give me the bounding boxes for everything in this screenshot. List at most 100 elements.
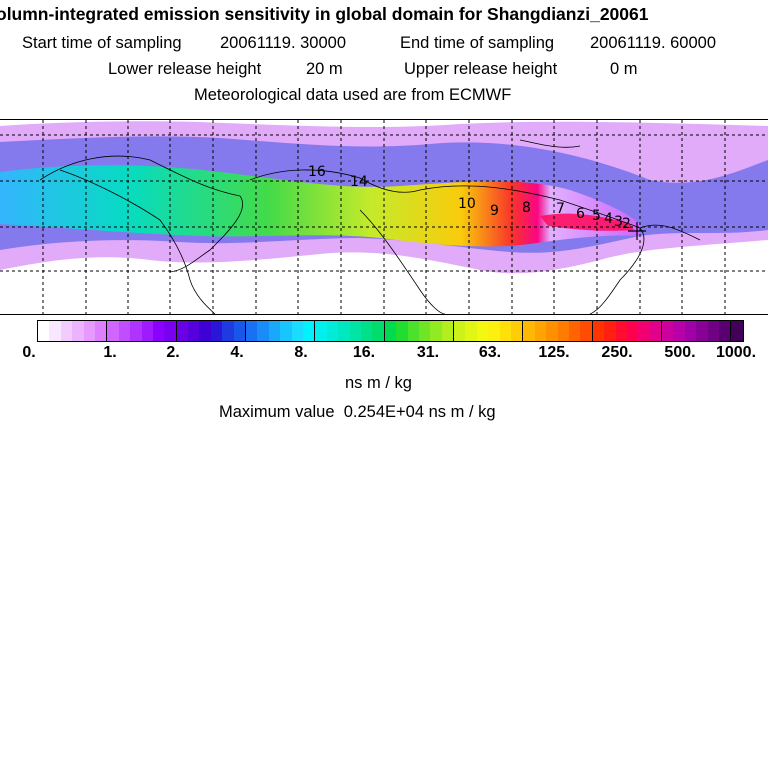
colorbar-segment [233,321,247,341]
colorbar-segment [441,321,455,341]
lower-height-label: Lower release height [108,60,262,78]
colorbar-segment [626,321,639,341]
colorbar-segment [176,321,189,341]
colorbar-segment [246,321,258,341]
colorbar-segment [523,321,535,341]
colorbar-segment [280,321,292,341]
emission-sensitivity-map: 16 14 10 9 8 7 6 5 4 3 2 [0,119,768,315]
start-time-value: 20061119. 30000 [220,34,347,52]
contour-label: 10 [458,196,476,212]
contour-label: 4 [604,211,613,227]
colorbar-segment [499,321,512,341]
sensitivity-hotspot [540,213,634,231]
max-value-label: Maximum value [219,403,335,421]
end-time-label: End time of sampling [400,34,555,52]
colorbar-segment [707,321,720,341]
colorbar-segment [49,321,61,341]
colorbar-segment [568,321,581,341]
colorbar-segment [268,321,281,341]
colorbar-segment [199,321,211,341]
colorbar-segment [476,321,489,341]
colorbar-tick-label: 63. [478,344,502,361]
colorbar-segment [488,321,500,341]
colorbar-segment [511,321,524,341]
colorbar-segment [662,321,674,341]
colorbar-segment [372,321,385,341]
sensitivity-core-band [0,165,640,247]
colorbar-segment [418,321,431,341]
colorbar-tick-label: 250. [601,344,633,361]
colorbar-segment [72,321,84,341]
colorbar-segment [60,321,73,341]
colorbar-segment [454,321,466,341]
colorbar-unit: ns m / kg [345,374,412,392]
colorbar-segment [592,321,605,341]
colorbar-tick-label: 125. [538,344,570,361]
colorbar-tick-label: 31. [416,344,440,361]
colorbar-tick-label: 1000. [715,344,757,361]
contour-label: 2 [622,216,631,232]
colorbar-segment [546,321,558,341]
colorbar-tick-label: 8. [294,344,308,361]
colorbar-tick-label: 4. [230,344,244,361]
colorbar-segment [731,321,743,341]
colorbar-segment [302,321,316,341]
colorbar-segment [465,321,477,341]
colorbar-tick-label: 1. [103,344,117,361]
colorbar-segment [638,321,650,341]
colorbar-segment [38,321,50,341]
colorbar-segment [164,321,177,341]
colorbar-tick-label: 2. [166,344,180,361]
colorbar-segment [719,321,732,341]
contour-label: 7 [556,201,565,217]
colorbar-segment [291,321,303,341]
colorbar-segment [684,321,697,341]
max-value-unit: ns m / kg [428,403,496,421]
colorbar-segment [107,321,119,341]
colorbar-segment [257,321,269,341]
upper-height-label: Upper release height [404,60,558,78]
colorbar-segment [349,321,361,341]
colorbar-segment [326,321,339,341]
colorbar-segment [430,321,442,341]
plot-title: olumn-integrated emission sensitivity in… [0,4,649,24]
colorbar-segment [615,321,627,341]
colorbar-tick-label: 500. [664,344,696,361]
contour-label: 14 [350,174,368,190]
contour-label: 5 [592,208,601,224]
colorbar-segment [407,321,419,341]
colorbar-segment [580,321,593,341]
receptor-marker [628,222,646,240]
met-data-note: Meteorological data used are from ECMWF [194,86,512,104]
colorbar-tick-label: 0. [22,344,36,361]
colorbar-segment [94,321,108,341]
colorbar-segment [315,321,327,341]
coastlines [39,139,701,314]
end-time-value: 20061119. 60000 [590,34,717,52]
colorbar-segment [141,321,153,341]
colorbar-segment [604,321,616,341]
colorbar [37,320,744,342]
colorbar-segment [534,321,547,341]
colorbar-segment [673,321,685,341]
colorbar-tick-label: 16. [352,344,376,361]
start-time-label: Start time of sampling [22,34,182,52]
colorbar-segment [360,321,373,341]
colorbar-segment [83,321,95,341]
contour-label: 3 [614,214,623,230]
colorbar-segment [188,321,200,341]
colorbar-segment [222,321,234,341]
colorbar-segment [338,321,350,341]
colorbar-segment [130,321,142,341]
colorbar-segment [152,321,165,341]
colorbar-segment [696,321,708,341]
colorbar-segment [649,321,663,341]
upper-height-value: 0 m [610,60,638,78]
lower-height-value: 20 m [306,60,343,78]
contour-label: 16 [308,164,326,180]
max-value: 0.254E+04 [343,403,425,421]
colorbar-segment [210,321,223,341]
maximum-value-line: Maximum value 0.254E+04 ns m / kg [219,403,496,422]
contour-label: 6 [576,206,585,222]
colorbar-segment [396,321,408,341]
